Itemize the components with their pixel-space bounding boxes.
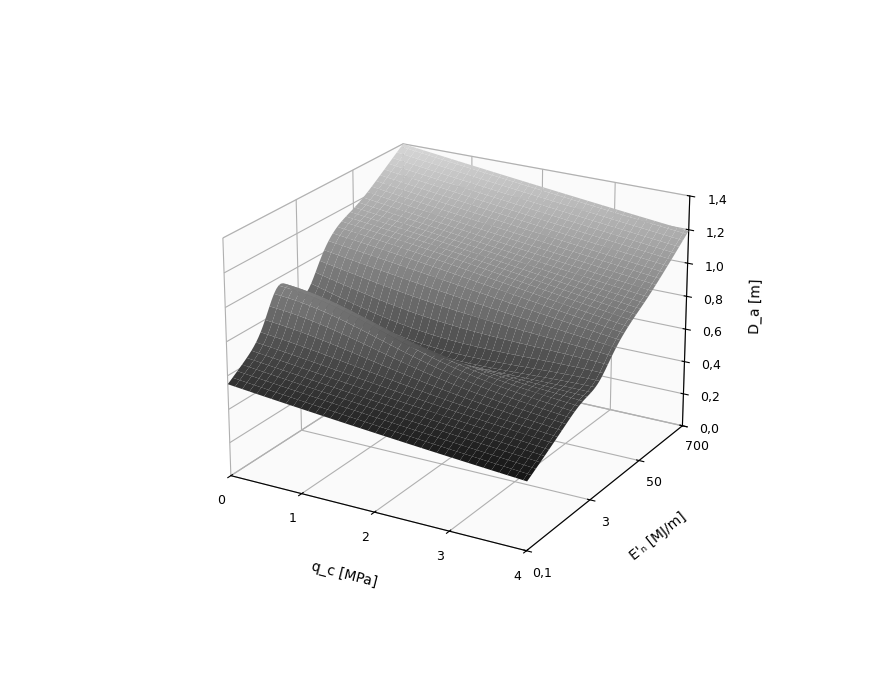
X-axis label: q_c [MPa]: q_c [MPa] [309, 559, 378, 589]
Y-axis label: E'ₙ [MJ/m]: E'ₙ [MJ/m] [628, 510, 689, 563]
